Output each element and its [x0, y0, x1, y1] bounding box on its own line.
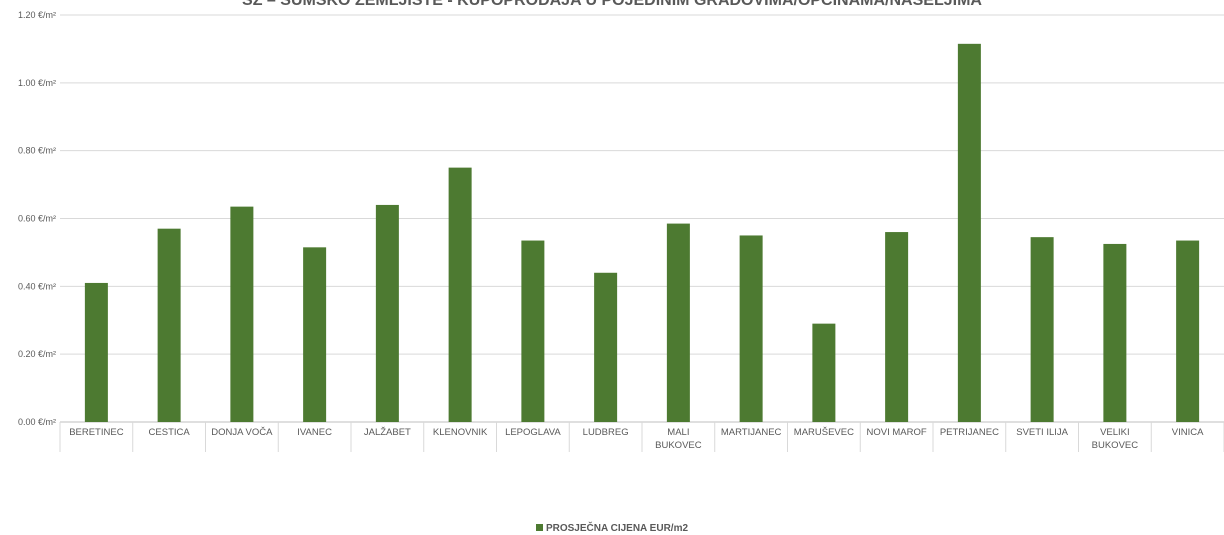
bar [84, 282, 108, 422]
y-tick-label: 0.40 €/m² [18, 281, 56, 291]
bar [157, 228, 181, 422]
y-tick-label: 0.00 €/m² [18, 417, 56, 427]
legend-swatch [535, 524, 543, 531]
x-tick-label: LUDBREG [583, 427, 629, 438]
bar [594, 272, 618, 422]
legend-label: PROSJEČNA CIJENA EUR/m2 [545, 523, 689, 534]
x-tick-label: SVETI ILIJA [1016, 427, 1068, 438]
bar [885, 232, 909, 422]
legend: PROSJEČNA CIJENA EUR/m2 [0, 523, 1224, 534]
y-tick-label: 1.00 €/m² [18, 78, 56, 88]
x-tick-label: MALI BUKOVEC [655, 427, 702, 451]
bar [739, 235, 763, 422]
y-tick-label: 0.80 €/m² [18, 146, 56, 156]
x-tick-label: MARTIJANEC [721, 427, 782, 438]
y-tick-label: 0.20 €/m² [18, 349, 56, 359]
bar [812, 323, 836, 422]
bar [1030, 237, 1054, 422]
bar [303, 247, 327, 422]
x-tick-label: VINICA [1172, 427, 1204, 438]
y-tick-label: 1.20 €/m² [18, 10, 56, 20]
x-tick-label-line: BUKOVEC [1092, 440, 1139, 451]
bar [521, 240, 545, 422]
x-tick-label: KLENOVNIK [433, 427, 488, 438]
bar [230, 206, 254, 422]
x-tick-label: PETRIJANEC [940, 427, 999, 438]
x-tick-label: CESTICA [149, 427, 191, 438]
bar [666, 223, 690, 422]
x-tick-label-line: MALI [667, 427, 689, 438]
x-tick-label: JALŽABET [364, 427, 411, 438]
x-tick-label: MARUŠEVEC [794, 427, 854, 438]
bar [448, 167, 472, 422]
x-tick-label: VELIKI BUKOVEC [1092, 427, 1139, 451]
x-tick-label-line: VELIKI [1100, 427, 1130, 438]
x-tick-label: NOVI MAROF [867, 427, 927, 438]
x-tick-label: DONJA VOČA [211, 427, 273, 438]
bar [1176, 240, 1200, 422]
y-tick-label: 0.60 €/m² [18, 214, 56, 224]
bar [1103, 243, 1127, 422]
x-tick-label: LEPOGLAVA [505, 427, 561, 438]
bar [375, 204, 399, 422]
x-tick-label: IVANEC [297, 427, 332, 438]
chart-title: SZ – ŠUMSKO ZEMLJIŠTE - KUPOPRODAJA U PO… [242, 0, 982, 9]
bar [957, 43, 981, 423]
x-tick-label: BERETINEC [69, 427, 124, 438]
x-tick-label-line: BUKOVEC [655, 440, 702, 451]
